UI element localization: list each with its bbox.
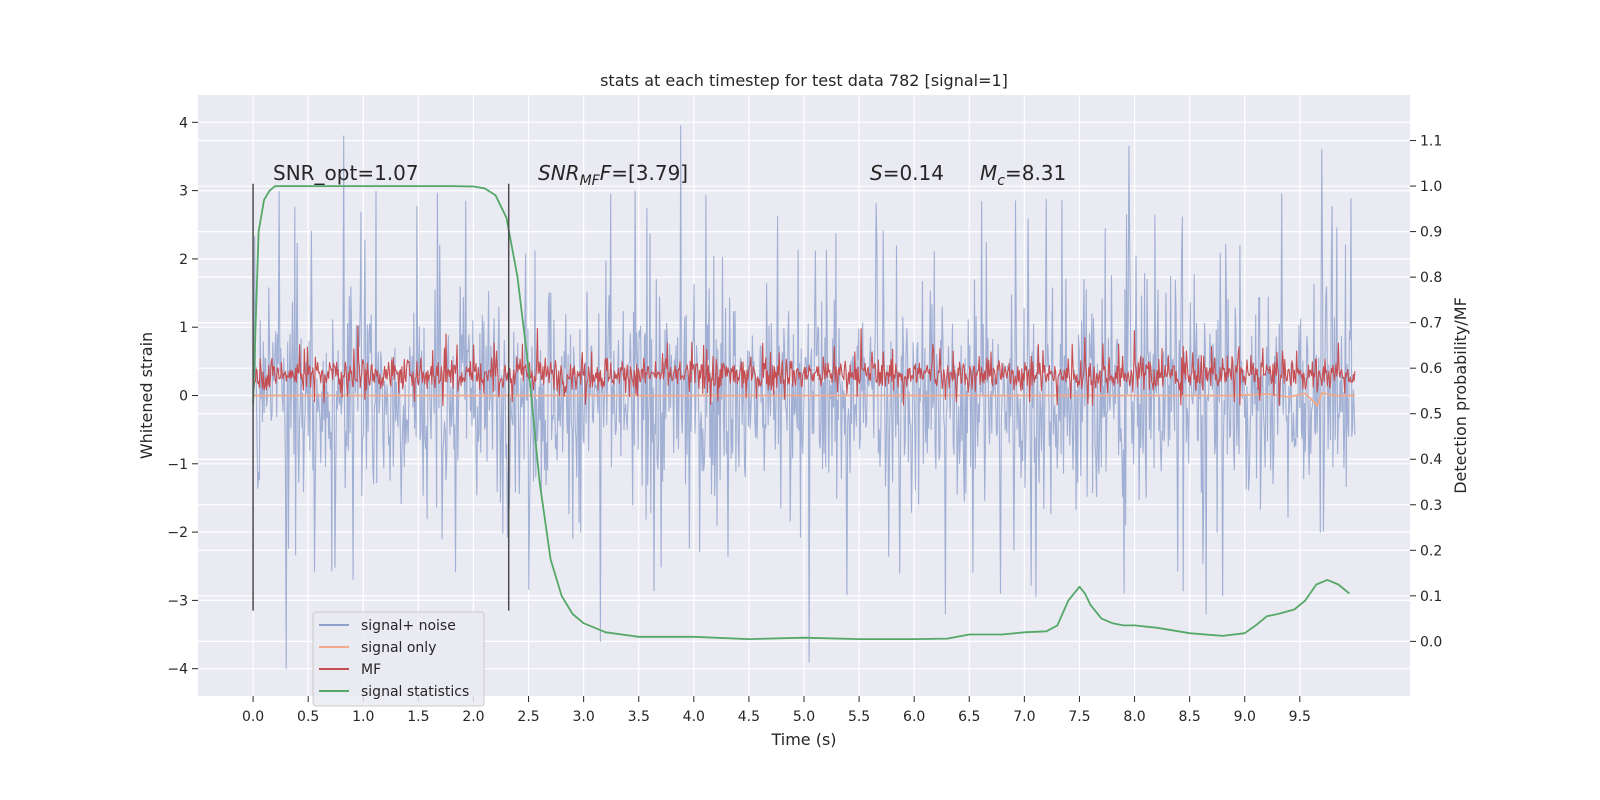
x-axis-title: Time (s) — [770, 730, 836, 749]
snr-mf-subscript: MF — [580, 173, 601, 189]
legend-label-3: signal statistics — [361, 684, 469, 700]
x-tick-label-7: 3.5 — [628, 709, 650, 725]
x-tick-label-15: 7.5 — [1068, 709, 1090, 725]
series-line-2 — [252, 325, 1356, 407]
annotation-snr-mf: SNRMFF=[3.79] — [538, 161, 688, 189]
series-group — [252, 125, 1356, 670]
y2-tick-label-11: 1.1 — [1420, 134, 1442, 150]
x-tick-label-19: 9.5 — [1289, 709, 1311, 725]
y-tick-label-1: −3 — [167, 593, 188, 609]
x-tick-label-18: 9.0 — [1234, 709, 1256, 725]
series-line-1 — [253, 391, 1355, 407]
y2-tick-label-8: 0.8 — [1420, 270, 1442, 286]
y2-tick-label-3: 0.3 — [1420, 498, 1442, 514]
y2-tick-label-4: 0.4 — [1420, 452, 1442, 468]
y-tick-label-8: 4 — [179, 115, 188, 131]
y-tick-label-5: 1 — [179, 320, 188, 336]
y-tick-label-7: 3 — [179, 184, 188, 200]
x-tick-label-11: 5.5 — [848, 709, 870, 725]
x-tick-label-1: 0.5 — [297, 709, 319, 725]
mc-value: =8.31 — [1005, 161, 1066, 185]
y2-tick-label-10: 1.0 — [1420, 179, 1442, 195]
x-tick-label-16: 8.0 — [1123, 709, 1145, 725]
y-tick-label-6: 2 — [179, 252, 188, 268]
annotation-mc: Mc=8.31 — [980, 161, 1066, 189]
legend-label-0: signal+ noise — [361, 618, 456, 634]
x-tick-label-8: 4.0 — [683, 709, 705, 725]
y-axis-title: Whitened strain — [137, 332, 156, 459]
x-tick-label-5: 2.5 — [517, 709, 539, 725]
x-tick-label-17: 8.5 — [1179, 709, 1201, 725]
y2-tick-label-6: 0.6 — [1420, 361, 1442, 377]
y-tick-label-2: −2 — [167, 525, 188, 541]
series-line-0 — [252, 125, 1356, 670]
mc-subscript: c — [997, 173, 1005, 189]
s-symbol: S — [870, 161, 883, 185]
mc-symbol: M — [980, 161, 997, 185]
x-tick-label-0: 0.0 — [242, 709, 264, 725]
y2-tick-label-1: 0.1 — [1420, 589, 1442, 605]
annotation-snr-opt: SNR_opt=1.07 — [273, 161, 419, 185]
legend-box — [312, 611, 485, 707]
x-tick-label-14: 7.0 — [1013, 709, 1035, 725]
y-tick-label-4: 0 — [179, 389, 188, 405]
chart-title: stats at each timestep for test data 782… — [600, 71, 1008, 90]
x-tick-label-10: 5.0 — [793, 709, 815, 725]
y2-tick-label-2: 0.2 — [1420, 543, 1442, 559]
legend-label-1: signal only — [361, 640, 436, 656]
y2-axis-title: Detection probability/MF — [1451, 297, 1470, 494]
legend-label-2: MF — [361, 662, 381, 678]
y2-tick-label-9: 0.9 — [1420, 225, 1442, 241]
x-tick-label-3: 1.5 — [407, 709, 429, 725]
y2-tick-label-0: 0.0 — [1420, 634, 1442, 650]
y2-tick-label-5: 0.5 — [1420, 407, 1442, 423]
y2-tick-label-7: 0.7 — [1420, 316, 1442, 332]
y-tick-label-3: −1 — [167, 457, 188, 473]
annotation-s: S=0.14 — [870, 161, 944, 185]
ticks: 0.0 0.5 1.0 1.5 2.0 2.5 3.0 3.5 4.0 4.5 5.0 5.5 6.0 6… — [167, 115, 1442, 725]
legend: signal+ noise signal only MF signal statist… — [312, 611, 485, 707]
snr-mf-f: F — [600, 161, 612, 185]
x-tick-label-13: 6.5 — [958, 709, 980, 725]
vertical-markers — [252, 183, 510, 611]
y-tick-label-0: −4 — [167, 662, 188, 678]
x-tick-label-9: 4.5 — [738, 709, 760, 725]
x-tick-label-6: 3.0 — [573, 709, 595, 725]
snr-mf-symbol: SNR — [538, 161, 580, 185]
s-value: =0.14 — [883, 161, 944, 185]
snr-mf-value: =[3.79] — [611, 161, 688, 185]
x-tick-label-2: 1.0 — [352, 709, 374, 725]
x-tick-label-4: 2.0 — [462, 709, 484, 725]
series-line-3 — [252, 185, 1350, 640]
x-tick-label-12: 6.0 — [903, 709, 925, 725]
